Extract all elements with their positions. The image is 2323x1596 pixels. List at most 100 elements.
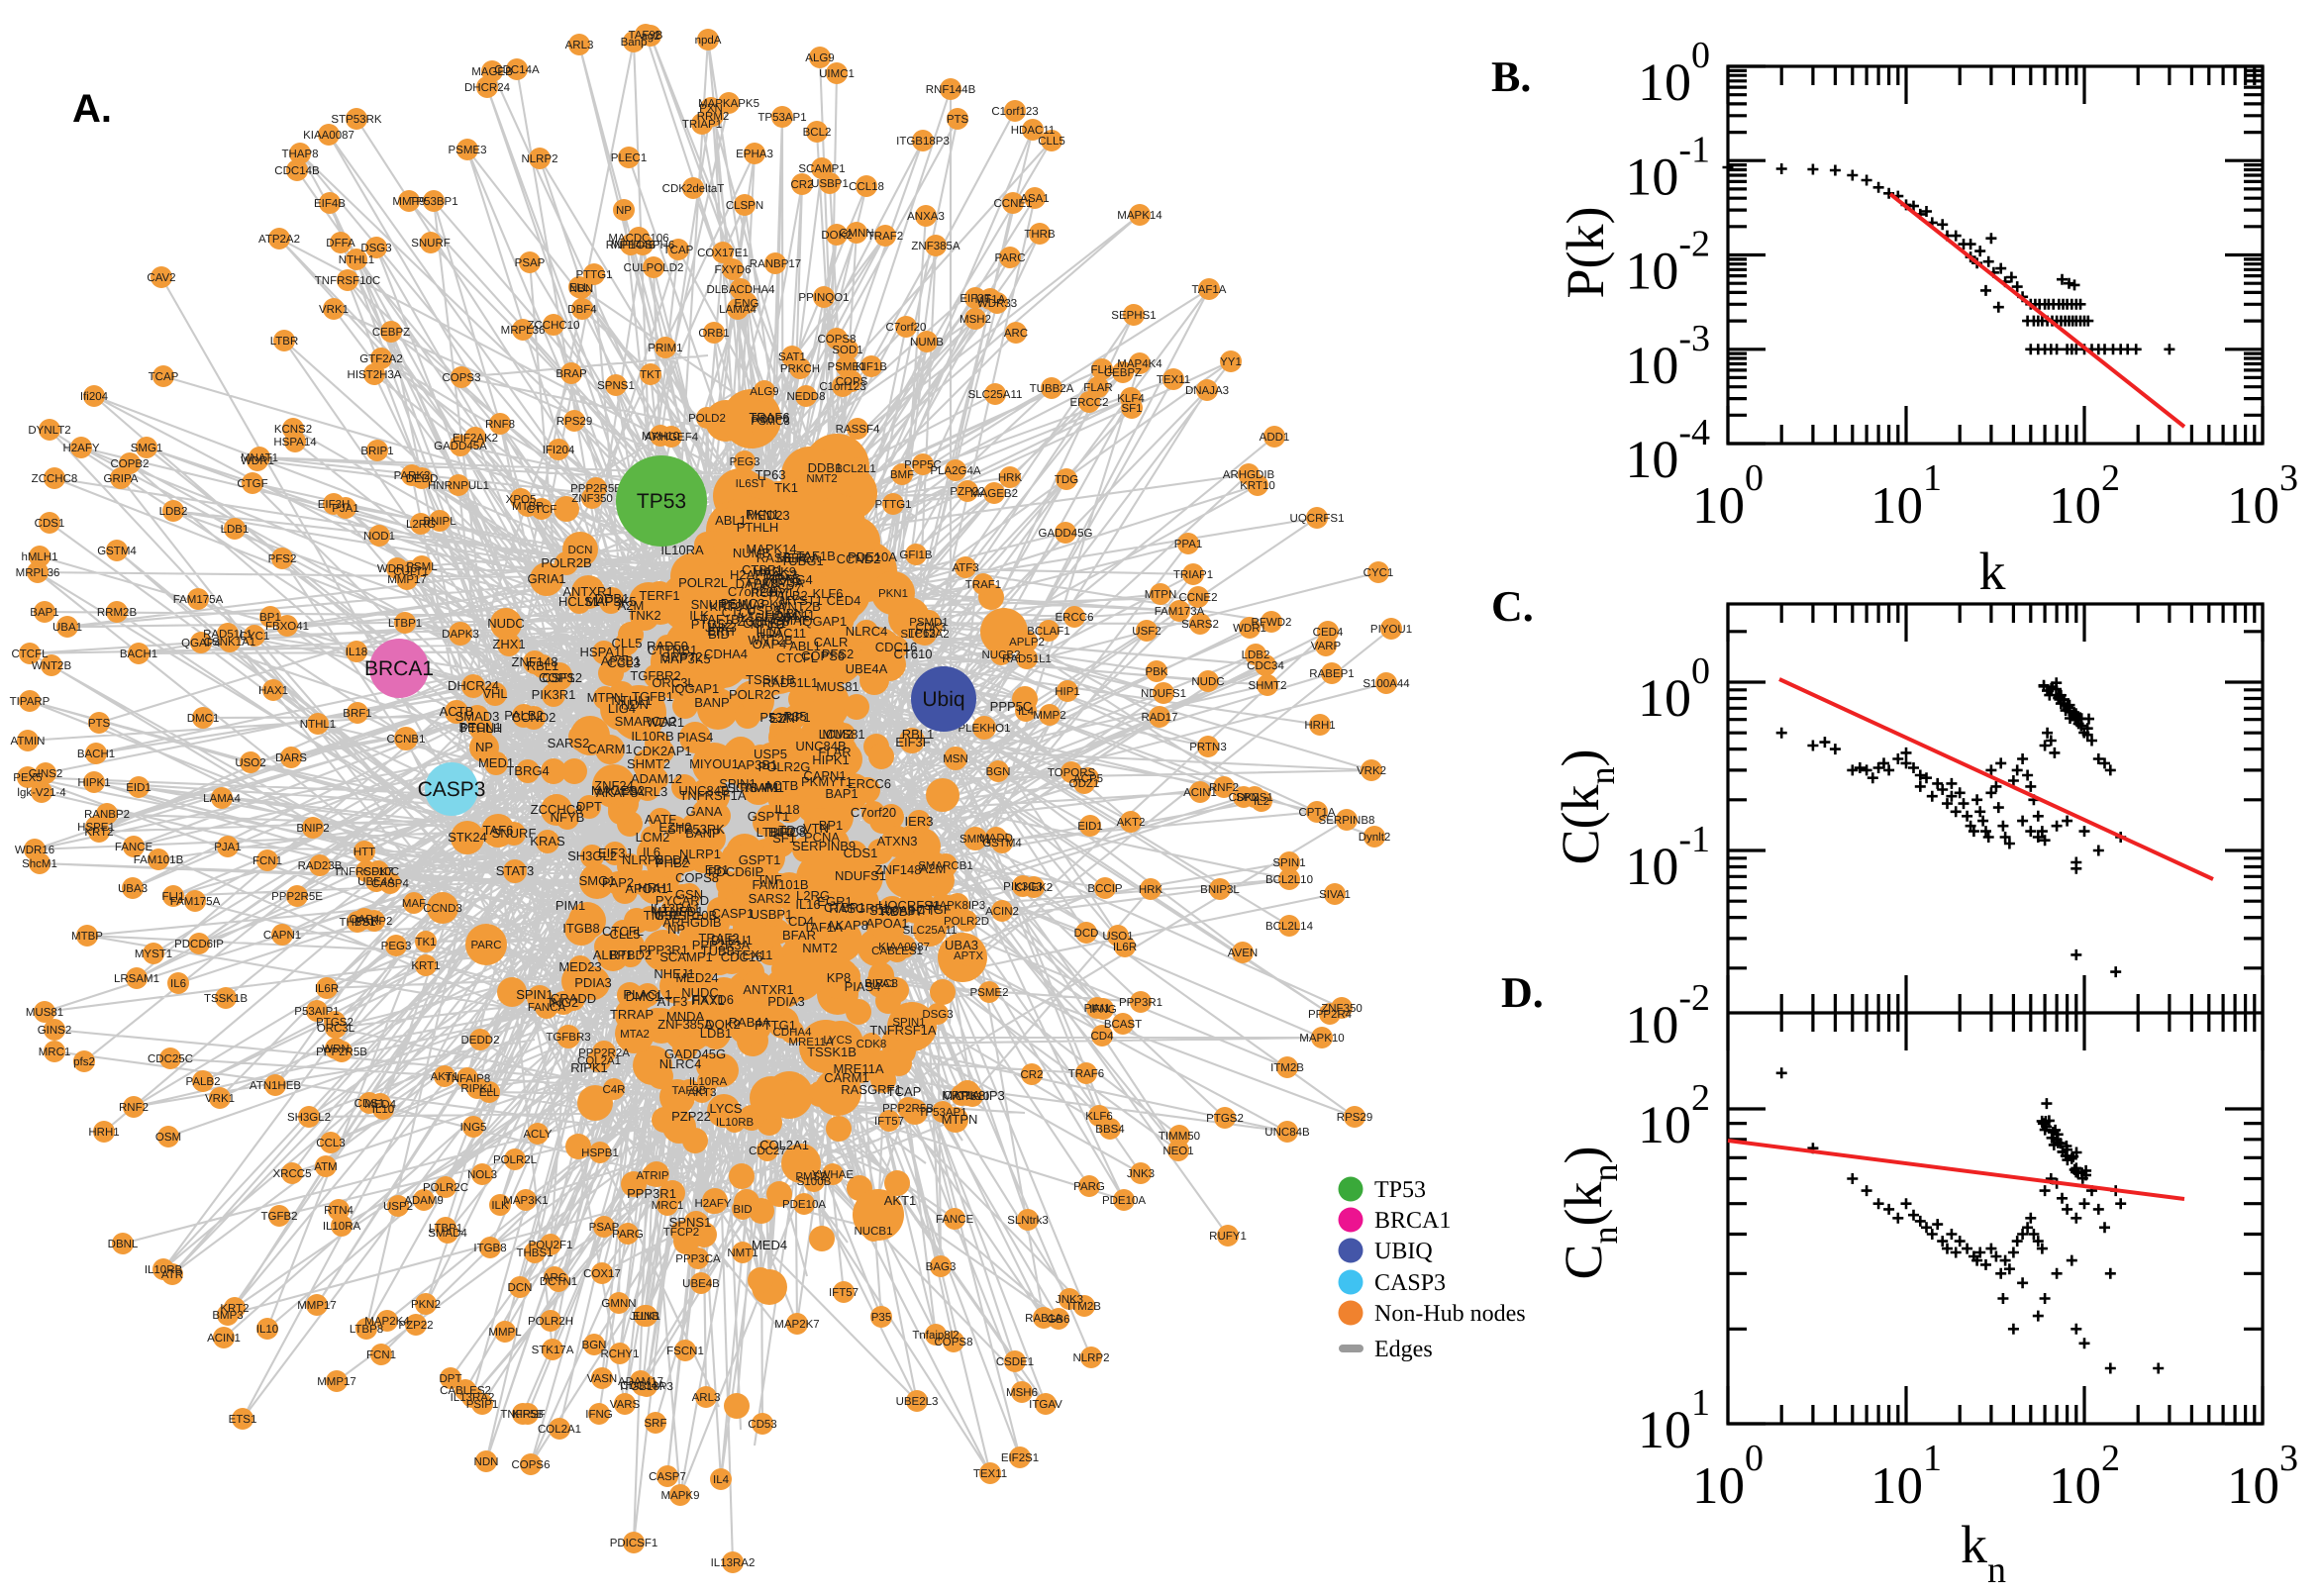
svg-text:SMAD3: SMAD3 — [455, 709, 500, 724]
svg-text:DHCR24: DHCR24 — [448, 678, 499, 693]
svg-text:DLEU1: DLEU1 — [711, 933, 753, 948]
svg-text:NUCB2: NUCB2 — [982, 649, 1021, 661]
svg-text:COL2A1: COL2A1 — [577, 1055, 621, 1067]
svg-text:TRIAP1: TRIAP1 — [1173, 569, 1213, 581]
svg-text:CYC1: CYC1 — [1364, 567, 1394, 579]
svg-text:IL10RB: IL10RB — [631, 729, 673, 744]
svg-text:ADAM17: ADAM17 — [618, 1376, 663, 1388]
svg-text:B.: B. — [1491, 52, 1531, 101]
svg-text:C7orf20: C7orf20 — [851, 805, 896, 820]
svg-text:PARC: PARC — [470, 940, 501, 951]
svg-text:CDC14A: CDC14A — [494, 64, 540, 76]
svg-text:MIYOU1: MIYOU1 — [689, 756, 739, 771]
svg-text:ENG: ENG — [735, 298, 759, 310]
svg-text:UNC84B: UNC84B — [678, 783, 729, 798]
svg-text:GINS2: GINS2 — [38, 1025, 72, 1037]
svg-text:RAB1A: RAB1A — [1025, 1313, 1062, 1325]
svg-text:CULT1: CULT1 — [393, 566, 429, 578]
svg-text:TNFRSF: TNFRSF — [500, 1409, 545, 1421]
svg-text:TP53BP1: TP53BP1 — [409, 196, 457, 208]
svg-text:CDS1: CDS1 — [844, 846, 878, 860]
svg-text:PKN1: PKN1 — [746, 507, 779, 522]
svg-text:PARP2: PARP2 — [356, 916, 393, 928]
svg-text:COPS6: COPS6 — [801, 648, 845, 663]
svg-text:UBE2L3: UBE2L3 — [896, 1396, 939, 1408]
svg-text:BID: BID — [733, 1204, 752, 1216]
svg-text:TAF9B: TAF9B — [629, 30, 663, 42]
svg-text:MMP17: MMP17 — [297, 1300, 337, 1312]
svg-text:ELK1: ELK1 — [633, 1311, 660, 1323]
svg-text:PIYOU1: PIYOU1 — [1370, 624, 1412, 636]
svg-text:SMN1: SMN1 — [960, 834, 991, 846]
svg-text:CCL3: CCL3 — [316, 1138, 345, 1149]
svg-text:ZNF350: ZNF350 — [1321, 1003, 1363, 1015]
svg-text:CARM1: CARM1 — [587, 742, 633, 756]
svg-text:CTGF: CTGF — [916, 902, 951, 917]
svg-text:AP3B1: AP3B1 — [601, 653, 641, 668]
svg-text:KIF5B: KIF5B — [512, 1409, 544, 1421]
svg-text:EB1: EB1 — [705, 862, 730, 877]
svg-text:IL10RB: IL10RB — [716, 1117, 755, 1129]
svg-text:EID1: EID1 — [126, 782, 152, 794]
svg-text:CR2: CR2 — [1020, 1069, 1043, 1081]
svg-text:COPB2: COPB2 — [111, 458, 150, 470]
svg-text:RCHY1: RCHY1 — [751, 585, 794, 600]
svg-text:UBE4A: UBE4A — [846, 661, 888, 676]
svg-text:KIF1B: KIF1B — [856, 361, 887, 373]
svg-text:CASP4: CASP4 — [371, 878, 409, 890]
svg-text:HIPK1: HIPK1 — [77, 777, 110, 789]
svg-text:MYST1: MYST1 — [135, 948, 172, 960]
svg-text:PSMC3: PSMC3 — [751, 416, 790, 428]
svg-text:IFT57: IFT57 — [874, 1116, 904, 1128]
svg-text:CD4: CD4 — [1090, 1031, 1114, 1043]
svg-text:MNAT1: MNAT1 — [241, 452, 278, 464]
svg-text:RTBD2: RTBD2 — [610, 948, 652, 962]
svg-text:MSH2: MSH2 — [960, 314, 991, 326]
svg-text:PPP3R1: PPP3R1 — [639, 943, 688, 957]
svg-text:USO2: USO2 — [235, 757, 265, 769]
svg-text:GSPT1: GSPT1 — [655, 908, 697, 923]
svg-text:ERCC6: ERCC6 — [1056, 612, 1094, 624]
svg-text:PTGS2: PTGS2 — [316, 1017, 354, 1029]
svg-text:MTBP: MTBP — [512, 501, 544, 513]
svg-text:BP1: BP1 — [819, 818, 844, 833]
svg-text:MMP9: MMP9 — [392, 196, 425, 208]
svg-text:ZNF24: ZNF24 — [594, 778, 634, 793]
svg-text:PKN2: PKN2 — [411, 1299, 441, 1311]
svg-text:RNF2: RNF2 — [1209, 782, 1239, 794]
svg-text:HDAC11: HDAC11 — [757, 626, 806, 641]
svg-text:CPT1A: CPT1A — [943, 1090, 979, 1102]
svg-text:POLR2L: POLR2L — [493, 1154, 538, 1166]
svg-text:ITGB18P3: ITGB18P3 — [620, 1381, 673, 1393]
svg-text:XPO5: XPO5 — [506, 494, 537, 506]
svg-text:RAD51L1: RAD51L1 — [203, 629, 252, 641]
svg-text:ANTXR1: ANTXR1 — [562, 584, 613, 599]
svg-text:ASA1: ASA1 — [1020, 193, 1049, 205]
svg-text:CDC14B: CDC14B — [274, 165, 320, 177]
svg-text:RIPK1: RIPK1 — [460, 1083, 493, 1095]
svg-text:PCNA: PCNA — [804, 830, 840, 845]
svg-text:ELL: ELL — [569, 282, 590, 294]
svg-text:COPS: COPS — [836, 376, 868, 388]
svg-text:RASGRF1: RASGRF1 — [841, 1082, 901, 1097]
svg-text:MNDA: MNDA — [666, 1009, 705, 1024]
svg-text:FBXO41: FBXO41 — [265, 621, 309, 633]
svg-text:P(k): P(k) — [1556, 207, 1615, 299]
svg-text:PSAP: PSAP — [515, 257, 546, 269]
svg-text:CDHA4: CDHA4 — [704, 647, 748, 661]
svg-text:TRAF2: TRAF2 — [867, 231, 903, 243]
svg-text:VASN: VASN — [587, 1373, 617, 1385]
svg-text:CLSPN: CLSPN — [726, 200, 763, 212]
svg-text:CDK3: CDK3 — [916, 622, 947, 634]
svg-text:GSTM4: GSTM4 — [982, 838, 1022, 849]
svg-text:CCNB1: CCNB1 — [387, 734, 426, 746]
svg-text:MTPN: MTPN — [587, 690, 624, 705]
svg-text:UBA1: UBA1 — [52, 622, 82, 634]
svg-text:D.: D. — [1501, 968, 1544, 1017]
svg-text:S100B: S100B — [797, 1176, 832, 1188]
svg-text:PMS2: PMS2 — [795, 1171, 826, 1183]
svg-text:GADD45A: GADD45A — [434, 441, 487, 452]
svg-text:MSH6: MSH6 — [1006, 1387, 1038, 1399]
svg-text:CASP1: CASP1 — [712, 906, 755, 921]
svg-text:PSAP: PSAP — [589, 1222, 620, 1234]
